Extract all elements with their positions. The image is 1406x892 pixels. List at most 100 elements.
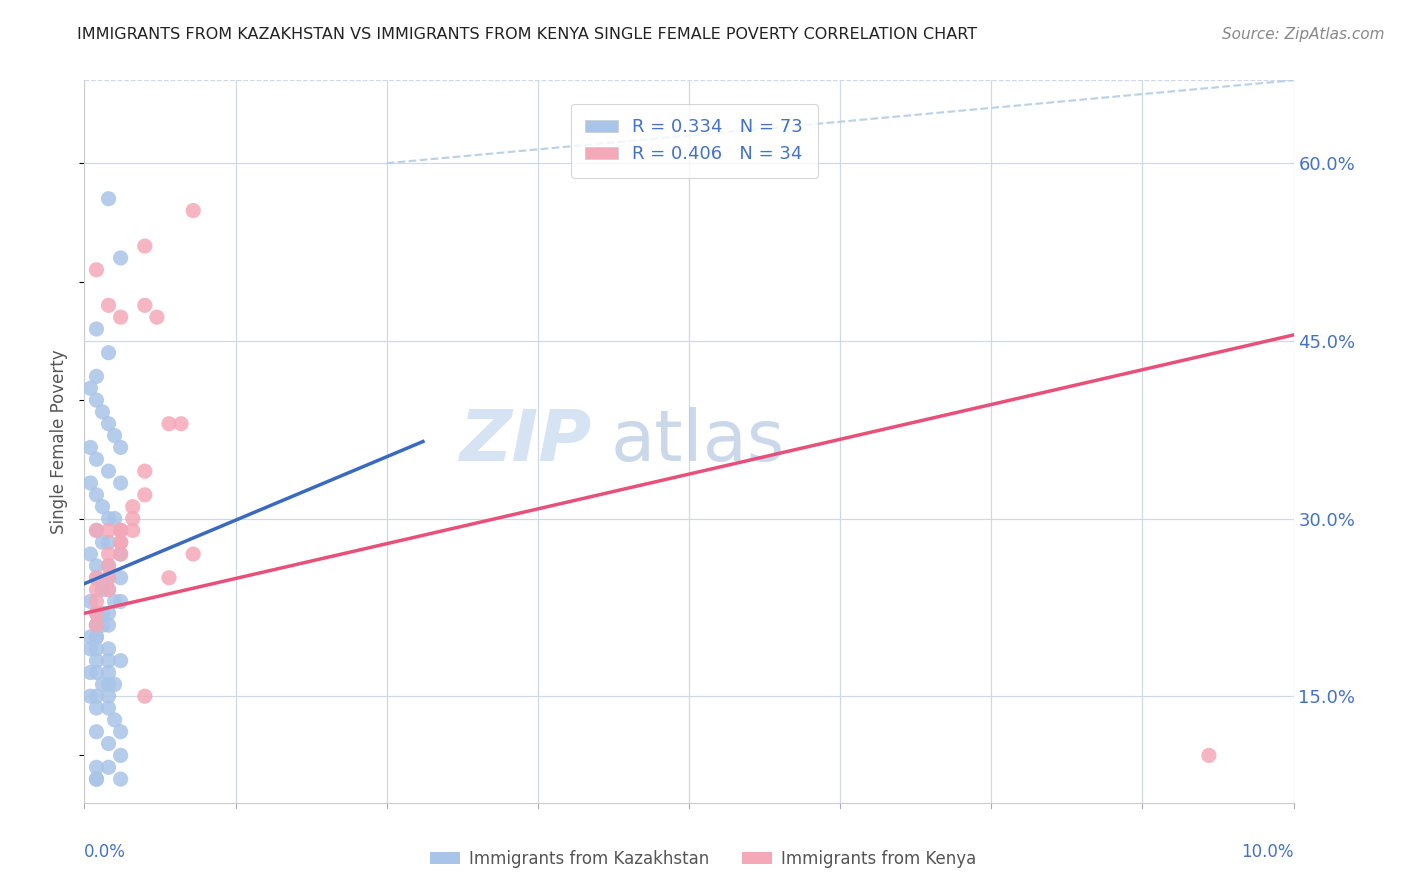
Point xyxy=(86,618,108,632)
Legend: Immigrants from Kazakhstan, Immigrants from Kenya: Immigrants from Kazakhstan, Immigrants f… xyxy=(423,844,983,875)
Point xyxy=(110,441,132,455)
Point xyxy=(86,582,108,597)
Point xyxy=(97,535,120,549)
Point xyxy=(110,772,132,786)
Point xyxy=(110,535,132,549)
Point xyxy=(79,641,101,656)
Point xyxy=(97,641,120,656)
Point xyxy=(86,607,108,621)
Point xyxy=(86,760,108,774)
Point xyxy=(86,524,108,538)
Point xyxy=(104,677,127,691)
Point xyxy=(79,630,101,644)
Point xyxy=(86,262,108,277)
Point xyxy=(86,772,108,786)
Point xyxy=(104,511,127,525)
Point xyxy=(86,630,108,644)
Point xyxy=(79,547,101,561)
Text: atlas: atlas xyxy=(610,407,785,476)
Text: 10.0%: 10.0% xyxy=(1241,843,1294,861)
Point xyxy=(79,594,101,608)
Point xyxy=(121,500,143,514)
Point xyxy=(97,571,120,585)
Point xyxy=(86,488,108,502)
Point xyxy=(86,571,108,585)
Point xyxy=(110,251,132,265)
Point xyxy=(97,689,120,703)
Point xyxy=(86,772,108,786)
Legend: R = 0.334   N = 73, R = 0.406   N = 34: R = 0.334 N = 73, R = 0.406 N = 34 xyxy=(571,103,818,178)
Point xyxy=(134,464,156,478)
Point xyxy=(86,452,108,467)
Point xyxy=(86,641,108,656)
Point xyxy=(110,547,132,561)
Point xyxy=(91,618,114,632)
Point xyxy=(110,475,132,490)
Point xyxy=(121,511,143,525)
Point xyxy=(97,582,120,597)
Point xyxy=(86,558,108,573)
Point xyxy=(79,441,101,455)
Point xyxy=(110,524,132,538)
Point xyxy=(97,571,120,585)
Point xyxy=(110,547,132,561)
Point xyxy=(91,500,114,514)
Point xyxy=(97,665,120,680)
Point xyxy=(97,464,120,478)
Text: IMMIGRANTS FROM KAZAKHSTAN VS IMMIGRANTS FROM KENYA SINGLE FEMALE POVERTY CORREL: IMMIGRANTS FROM KAZAKHSTAN VS IMMIGRANTS… xyxy=(77,27,977,42)
Point xyxy=(97,547,120,561)
Point xyxy=(97,298,120,312)
Point xyxy=(97,760,120,774)
Point xyxy=(79,689,101,703)
Point xyxy=(97,558,120,573)
Point xyxy=(86,630,108,644)
Point xyxy=(86,618,108,632)
Point xyxy=(91,535,114,549)
Point xyxy=(97,511,120,525)
Text: Source: ZipAtlas.com: Source: ZipAtlas.com xyxy=(1222,27,1385,42)
Point xyxy=(157,417,180,431)
Point xyxy=(86,724,108,739)
Point xyxy=(134,298,156,312)
Point xyxy=(86,571,108,585)
Point xyxy=(79,381,101,395)
Point xyxy=(97,524,120,538)
Text: ZIP: ZIP xyxy=(460,407,592,476)
Point xyxy=(181,547,204,561)
Point xyxy=(104,428,127,442)
Point xyxy=(121,524,143,538)
Point xyxy=(79,665,101,680)
Text: 0.0%: 0.0% xyxy=(84,843,127,861)
Y-axis label: Single Female Poverty: Single Female Poverty xyxy=(51,350,69,533)
Point xyxy=(104,713,127,727)
Point xyxy=(134,689,156,703)
Point xyxy=(79,475,101,490)
Point xyxy=(104,594,127,608)
Point xyxy=(110,748,132,763)
Point xyxy=(134,488,156,502)
Point xyxy=(97,701,120,715)
Point xyxy=(86,618,108,632)
Point xyxy=(97,192,120,206)
Point xyxy=(97,618,120,632)
Point xyxy=(97,582,120,597)
Point xyxy=(157,571,180,585)
Point xyxy=(97,558,120,573)
Point xyxy=(146,310,169,325)
Point xyxy=(97,677,120,691)
Point xyxy=(86,524,108,538)
Point xyxy=(97,737,120,751)
Point xyxy=(134,239,156,253)
Point xyxy=(97,417,120,431)
Point xyxy=(110,594,132,608)
Point xyxy=(86,369,108,384)
Point xyxy=(86,701,108,715)
Point xyxy=(86,689,108,703)
Point xyxy=(110,654,132,668)
Point xyxy=(110,524,132,538)
Point xyxy=(86,665,108,680)
Point xyxy=(1198,748,1220,763)
Point xyxy=(86,594,108,608)
Point xyxy=(97,607,120,621)
Point xyxy=(110,535,132,549)
